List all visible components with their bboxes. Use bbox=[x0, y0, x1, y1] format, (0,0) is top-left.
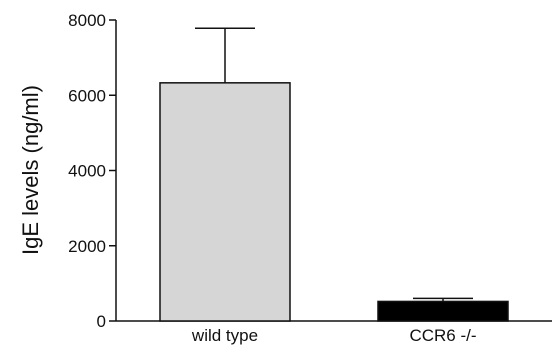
category-label: wild type bbox=[191, 326, 258, 345]
y-tick-label: 2000 bbox=[68, 237, 106, 256]
bar bbox=[159, 82, 291, 322]
y-tick-label: 8000 bbox=[68, 11, 106, 30]
y-axis: 0 2000 4000 6000 8000 bbox=[68, 11, 117, 331]
bars: wild type CCR6 -/- bbox=[159, 27, 509, 345]
y-axis-title: IgE levels (ng/ml) bbox=[18, 85, 43, 255]
bar bbox=[377, 300, 509, 322]
category-label: CCR6 -/- bbox=[409, 326, 476, 345]
y-tick-label: 4000 bbox=[68, 162, 106, 181]
y-tick-label: 6000 bbox=[68, 86, 106, 105]
y-tick-label: 0 bbox=[97, 312, 106, 331]
